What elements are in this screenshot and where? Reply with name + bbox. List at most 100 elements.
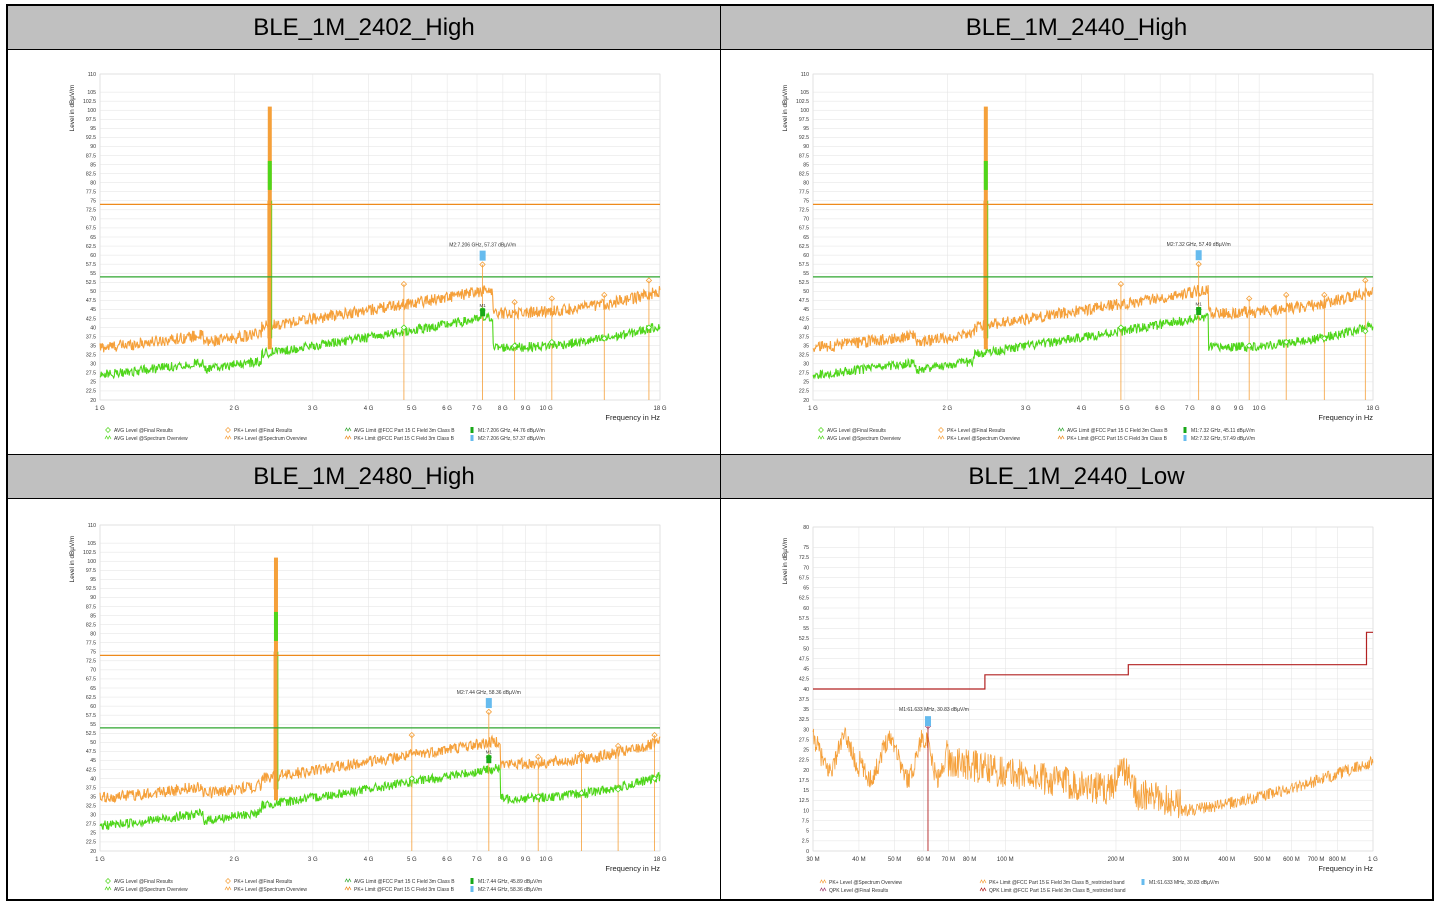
legend-symbol — [1141, 879, 1145, 885]
legend-symbol — [104, 886, 112, 891]
y-tick-label: 40 — [803, 687, 809, 693]
legend-entry: AVG Level @Final Results — [114, 428, 173, 434]
legend-symbol — [938, 426, 944, 434]
x-tick-label: 5 G — [1120, 406, 1130, 412]
y-tick-label: 87.5 — [86, 153, 96, 159]
y-tick-label: 60 — [803, 253, 809, 259]
carrier-avg-spike — [983, 160, 988, 190]
y-tick-label: 25 — [803, 748, 809, 754]
y-axis-ticks: 110 105 102.5 100 97.5 95 92.5 90 87.5 85 82.5 80 77… — [83, 523, 660, 855]
y-tick-label: 102.5 — [83, 550, 96, 556]
x-tick-label: 50 M — [888, 857, 901, 863]
avg-final-point — [535, 793, 542, 800]
y-tick-label: 57.5 — [799, 262, 809, 268]
pk-final-point — [578, 750, 585, 757]
pk-final-point — [1362, 277, 1369, 284]
avg-spectrum-trace — [99, 311, 661, 380]
x-tick-label: 500 M — [1254, 857, 1271, 863]
x-tick-label: 40 M — [852, 857, 865, 863]
x-tick-label: 10 G — [1253, 406, 1266, 412]
x-tick-label: 4 G — [364, 857, 374, 863]
pk-final-point — [1246, 295, 1253, 302]
y-tick-label: 20 — [803, 768, 809, 774]
legend-entry: M1:7.32 GHz, 45.11 dBµV/m — [1191, 428, 1255, 434]
legend-entry: M1:7.206 GHz, 44.76 dBµV/m — [478, 428, 545, 434]
y-tick-label: 95 — [90, 577, 96, 583]
cell-ble-2402-high: BLE_1M_2402_High 110 105 102.5 100 97.5 95 92.… — [8, 6, 720, 454]
legend: AVG Level @Final Results AVG Level @Spect… — [104, 426, 545, 442]
y-tick-label: 27.5 — [799, 371, 809, 377]
y-tick-label: 27.5 — [86, 822, 96, 828]
y-tick-label: 67.5 — [799, 575, 809, 581]
x-tick-label: 3 G — [308, 857, 318, 863]
y-tick-label: 50 — [803, 289, 809, 295]
avg-spectrum-trace — [99, 764, 661, 831]
y-tick-label: 17.5 — [799, 778, 809, 784]
x-tick-label: 60 M — [917, 857, 930, 863]
pk-spectrum-trace — [99, 734, 661, 804]
legend-entry: PK+ Limit @FCC Part 15 C Field 3m Class … — [354, 887, 455, 893]
y-axis-label: Level in dBµV/m — [782, 538, 789, 585]
legend-symbol — [937, 435, 945, 440]
y-tick-label: 45 — [803, 667, 809, 673]
y-tick-label: 87.5 — [799, 153, 809, 159]
avg-final-point — [548, 338, 556, 346]
y-tick-label: 57.5 — [799, 616, 809, 622]
y-tick-label: 52.5 — [86, 731, 96, 737]
legend-entry: AVG Level @Spectrum Overview — [114, 887, 188, 893]
y-tick-label: 55 — [803, 271, 809, 277]
x-axis-ticks: 1 G 2 G 3 G 4 G 5 G 6 G 7 G 8 G 9 G 10 G 18 G — [95, 525, 667, 863]
x-tick-label: 8 G — [498, 406, 508, 412]
y-tick-label: 42.5 — [86, 316, 96, 322]
legend-entry: AVG Level @Spectrum Overview — [827, 436, 901, 442]
y-tick-label: 95 — [90, 126, 96, 132]
avg-spectrum-trace — [812, 312, 1374, 380]
carrier-pk-spike — [267, 106, 272, 350]
legend-symbol — [1183, 427, 1187, 433]
y-tick-label: 100 — [800, 108, 809, 114]
legend-symbol — [818, 426, 824, 434]
y-tick-label: 80 — [90, 631, 96, 637]
x-tick-label: 18 G — [653, 857, 666, 863]
avg-final-point — [578, 789, 585, 797]
x-tick-label: 3 G — [308, 406, 318, 412]
y-tick-label: 72.5 — [86, 208, 96, 214]
x-tick-label: 200 M — [1108, 857, 1125, 863]
y-tick-label: 37.5 — [86, 334, 96, 340]
legend-entry: AVG Level @Spectrum Overview — [114, 436, 188, 442]
legend-symbol — [470, 435, 474, 441]
x-tick-label: 7 G — [1185, 406, 1195, 412]
y-tick-label: 72.5 — [799, 208, 809, 214]
x-tick-label: 10 G — [540, 406, 553, 412]
y-tick-label: 70 — [90, 668, 96, 674]
y-axis-ticks: 807572.57067.56562.56057.55552.55047.545… — [799, 525, 1373, 855]
chart-ble-2402-high: 110 105 102.5 100 97.5 95 92.5 90 87.5 85 82.5 80 77… — [69, 72, 667, 442]
y-tick-label: 55 — [90, 271, 96, 277]
y-tick-label: 15 — [803, 788, 809, 794]
y-tick-label: 2.5 — [802, 839, 809, 845]
y-tick-label: 35 — [803, 343, 809, 349]
y-tick-label: 62.5 — [799, 244, 809, 250]
x-tick-label: 9 G — [521, 857, 531, 863]
y-tick-label: 22.5 — [799, 389, 809, 395]
y-tick-label: 57.5 — [86, 262, 96, 268]
legend-symbol — [344, 886, 352, 891]
x-tick-label: 6 G — [442, 406, 452, 412]
y-tick-label: 92.5 — [799, 135, 809, 141]
y-tick-label: 37.5 — [86, 785, 96, 791]
x-tick-label: 8 G — [498, 857, 508, 863]
panel-title: BLE_1M_2440_High — [721, 6, 1432, 50]
marker-m1-flag — [1196, 307, 1202, 316]
legend-symbol — [817, 435, 825, 440]
y-tick-label: 35 — [90, 794, 96, 800]
avg-final-point — [601, 335, 608, 342]
chart-grid: BLE_1M_2402_High 110 105 102.5 100 97.5 95 92.… — [6, 4, 1434, 901]
y-tick-label: 67.5 — [799, 226, 809, 232]
legend-symbol — [1057, 435, 1065, 440]
y-tick-label: 95 — [803, 126, 809, 132]
y-tick-label: 77.5 — [799, 190, 809, 196]
x-axis-ticks: 1 G 2 G 3 G 4 G 5 G 6 G 7 G 8 G 9 G 10 G 18 G — [808, 74, 1380, 412]
legend: PK+ Level @Spectrum Overview QPK Level @F… — [819, 879, 1219, 894]
panel-title: BLE_1M_2480_High — [8, 455, 720, 499]
legend-symbol — [470, 427, 474, 433]
